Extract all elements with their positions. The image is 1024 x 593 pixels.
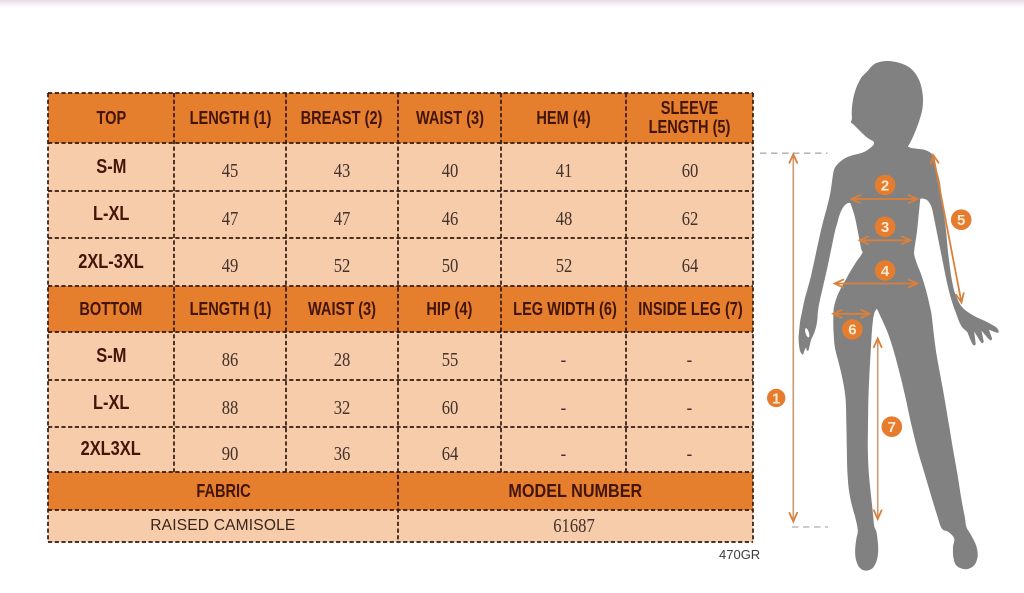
svg-text:4: 4 — [881, 263, 890, 280]
svg-text:5: 5 — [957, 212, 965, 229]
svg-text:6: 6 — [848, 322, 856, 339]
svg-text:2: 2 — [881, 177, 889, 194]
svg-text:3: 3 — [881, 219, 889, 236]
svg-text:7: 7 — [888, 419, 896, 436]
svg-text:1: 1 — [772, 390, 780, 407]
